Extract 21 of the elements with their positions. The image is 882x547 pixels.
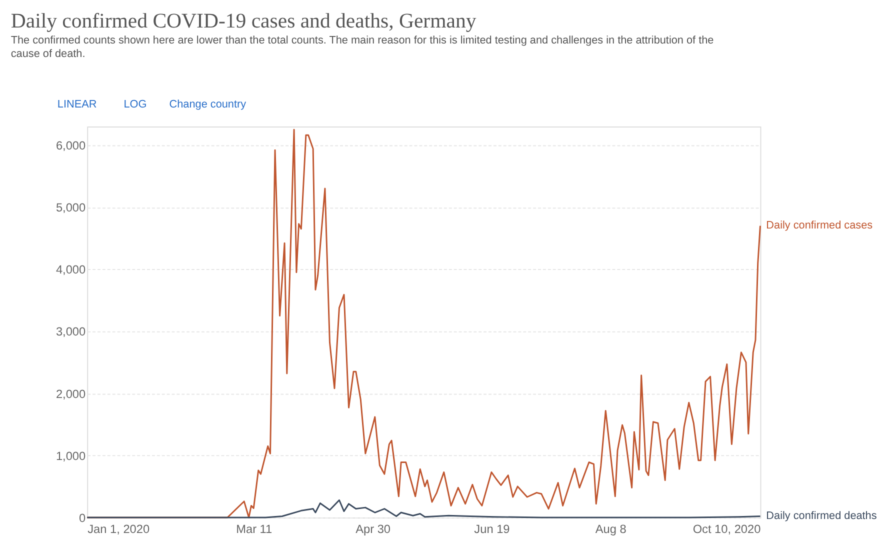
x-tick-label: Oct 10, 2020 <box>692 522 762 536</box>
y-tick-label: 6,000 <box>56 138 86 153</box>
text: LOG <box>124 98 147 111</box>
y-tick-label: 0 <box>79 510 86 525</box>
x-tick-label: Aug 8 <box>595 522 627 536</box>
x-tick-label: Apr 30 <box>356 522 391 536</box>
text: LINEAR <box>57 98 97 111</box>
line-series <box>86 499 761 518</box>
chart-subtitle: The confirmed counts shown here are lower than the total counts. The main reason for this is limited testing and challenges in the attribution of the cause of death. <box>10 34 714 60</box>
series-label: Daily confirmed cases <box>766 220 874 232</box>
text: Change country <box>169 98 247 111</box>
y-tick-label: 5,000 <box>56 200 86 215</box>
y-tick-label: 3,000 <box>56 324 86 339</box>
x-tick-label: Jan 1, 2020 <box>88 522 150 536</box>
x-tick-label: Jun 19 <box>474 522 510 536</box>
y-tick-label: 2,000 <box>56 386 86 401</box>
series-label: Daily confirmed deaths <box>766 510 878 522</box>
y-tick-label: 1,000 <box>56 448 86 463</box>
x-tick-label: Mar 11 <box>236 522 273 536</box>
chart-title: Daily confirmed COVID-19 cases and deaths, Germany <box>10 9 477 32</box>
y-tick-label: 4,000 <box>56 262 86 277</box>
